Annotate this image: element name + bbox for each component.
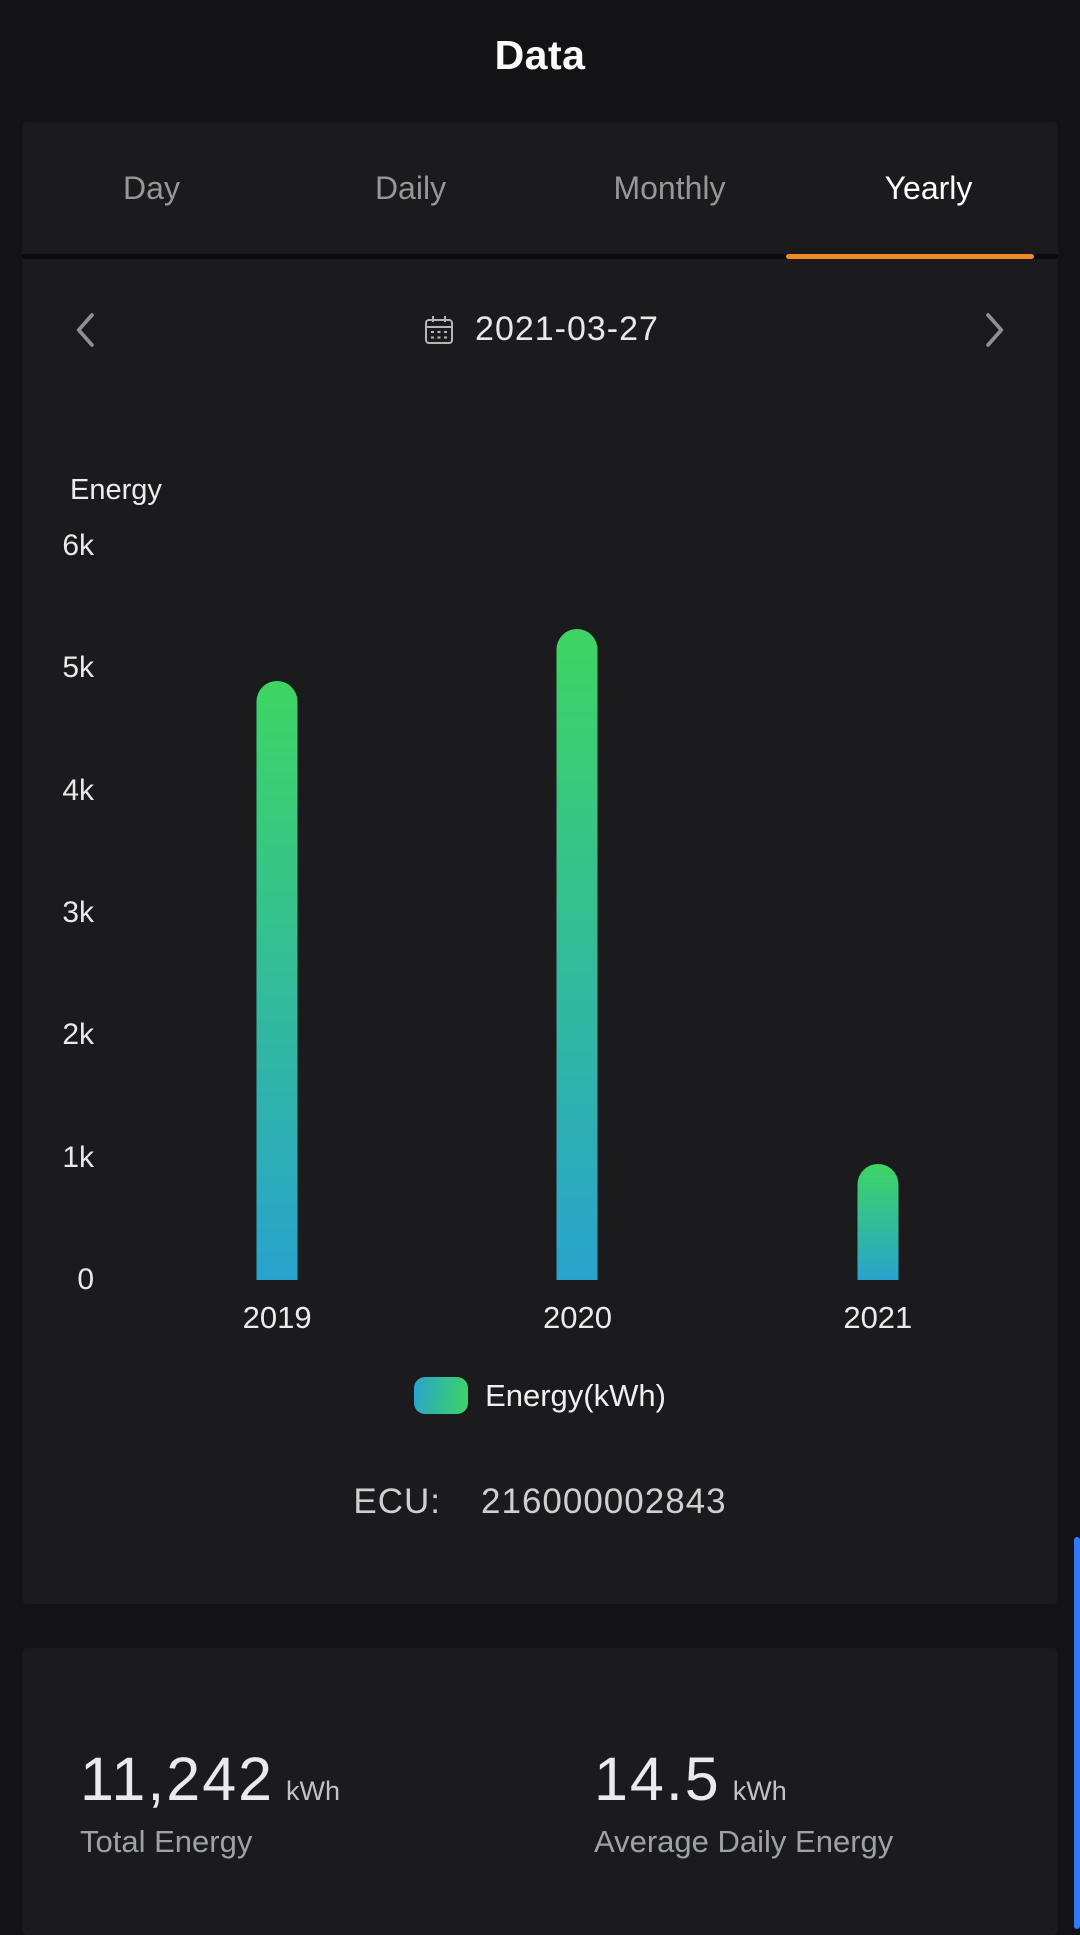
y-tick: 4k [62, 774, 94, 807]
chart-legend: Energy(kWh) [22, 1377, 1058, 1414]
tab-monthly[interactable]: Monthly [613, 169, 726, 206]
x-axis-labels: 2019 2020 2021 [127, 1300, 1028, 1336]
y-tick: 6k [62, 529, 94, 562]
y-tick: 5k [62, 651, 94, 684]
y-axis-ticks: 6k 5k 4k 3k 2k 1k 0 [22, 422, 114, 1382]
bar[interactable] [556, 629, 598, 1280]
scrollbar-thumb[interactable] [1074, 1537, 1080, 1929]
x-tick: 2020 [543, 1300, 612, 1335]
ecu-serial-number: 216000002843 [481, 1482, 727, 1521]
next-date-button[interactable] [948, 272, 1038, 387]
legend-label: Energy(kWh) [485, 1377, 666, 1413]
y-axis-title: Energy [70, 474, 162, 506]
page-title: Data [494, 31, 586, 78]
bar-column-2021 [728, 546, 1028, 1280]
ecu-row: ECU: 216000002843 [22, 1482, 1058, 1522]
tab-daily[interactable]: Daily [374, 169, 447, 206]
energy-bar-chart: Energy 6k 5k 4k 3k 2k 1k 0 2019 2020 202… [22, 422, 1058, 1382]
bar-column-2020 [427, 546, 727, 1280]
x-tick: 2019 [242, 1300, 312, 1335]
period-tabs: Day Daily Monthly Yearly [22, 122, 1058, 254]
selected-date: 2021-03-27 [475, 310, 659, 348]
y-tick: 2k [62, 1018, 94, 1051]
legend-swatch-icon [414, 1377, 469, 1414]
chevron-right-icon [973, 308, 1013, 352]
chevron-left-icon [67, 308, 107, 352]
active-underline-indicator [786, 254, 1034, 259]
bar-plot [127, 546, 1028, 1280]
tab-day[interactable]: Day [123, 169, 180, 206]
data-card: Day Daily Monthly Yearly [22, 122, 1058, 1604]
bar-column-2019 [127, 546, 427, 1280]
tab-yearly[interactable]: Yearly [884, 169, 973, 206]
average-daily-energy-unit: kWh [732, 1776, 787, 1806]
x-tick: 2021 [843, 1300, 913, 1335]
bar[interactable] [857, 1164, 899, 1280]
previous-date-button[interactable] [42, 272, 132, 387]
y-tick: 3k [62, 896, 94, 929]
y-tick: 0 [77, 1263, 94, 1296]
total-energy-stat: 11,242 kWh Total Energy [80, 1744, 340, 1860]
y-tick: 1k [62, 1141, 94, 1174]
total-energy-unit: kWh [286, 1776, 341, 1806]
calendar-icon [421, 312, 457, 348]
date-picker[interactable]: 2021-03-27 [22, 272, 1058, 387]
tab-underline-track [22, 254, 1058, 259]
bar[interactable] [256, 681, 298, 1280]
total-energy-value: 11,242 [80, 1745, 275, 1813]
header: Data [0, 0, 1080, 110]
average-daily-energy-label: Average Daily Energy [594, 1824, 894, 1859]
average-daily-energy-stat: 14.5 kWh Average Daily Energy [594, 1744, 893, 1860]
total-energy-label: Total Energy [80, 1824, 253, 1859]
summary-card: 11,242 kWh Total Energy 14.5 kWh Average… [22, 1648, 1058, 1935]
average-daily-energy-value: 14.5 [594, 1745, 721, 1813]
ecu-label: ECU: [353, 1482, 442, 1521]
